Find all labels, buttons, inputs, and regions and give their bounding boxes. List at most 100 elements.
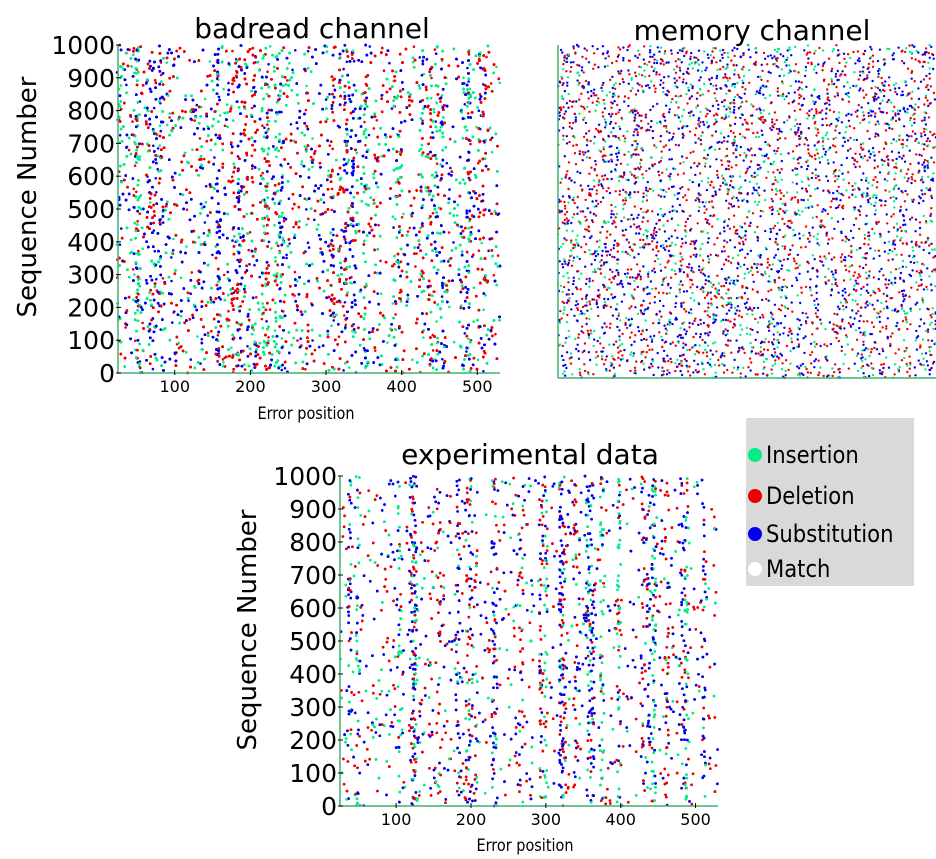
data-point [282, 310, 285, 313]
data-point [173, 310, 176, 313]
data-point [217, 95, 221, 99]
data-point [213, 156, 216, 159]
data-point [168, 116, 171, 119]
data-point [152, 106, 156, 110]
data-point [275, 155, 278, 159]
data-point [293, 294, 296, 297]
data-point [179, 276, 183, 280]
data-point [465, 350, 468, 353]
data-point [422, 72, 426, 76]
data-point [377, 223, 380, 227]
data-point [273, 329, 277, 332]
data-point [431, 349, 435, 352]
data-point [253, 263, 256, 267]
data-point [332, 319, 336, 322]
data-point [219, 298, 222, 301]
data-point [170, 279, 173, 283]
data-point [433, 48, 437, 51]
data-point [179, 192, 182, 196]
data-point [347, 366, 351, 369]
data-point [352, 169, 355, 173]
data-point [449, 166, 452, 170]
data-point [364, 366, 367, 370]
data-point [440, 295, 444, 298]
data-point [265, 320, 268, 323]
data-point [492, 273, 496, 277]
data-point [161, 277, 165, 280]
data-point [246, 345, 249, 348]
data-point [161, 221, 165, 224]
data-point [476, 358, 480, 362]
data-point [467, 337, 470, 341]
data-point [200, 105, 203, 109]
data-point [133, 140, 136, 144]
data-point [231, 239, 234, 242]
data-point [344, 323, 348, 327]
data-point [133, 339, 137, 343]
data-point [222, 273, 226, 277]
data-point [286, 162, 290, 166]
data-point [411, 60, 415, 64]
data-point [447, 231, 451, 234]
data-point [313, 218, 316, 222]
data-point [137, 249, 140, 253]
data-point [236, 155, 240, 158]
data-point [324, 98, 328, 101]
data-point [414, 265, 417, 268]
data-point [245, 212, 248, 216]
data-point [196, 335, 199, 338]
data-point [441, 286, 445, 290]
data-point [311, 137, 314, 140]
data-point [470, 225, 474, 229]
data-point [430, 76, 433, 80]
data-point [216, 136, 220, 140]
data-point [118, 243, 122, 246]
data-point [216, 334, 220, 337]
data-point [422, 336, 425, 339]
data-point [288, 242, 292, 245]
data-point [330, 324, 333, 328]
data-point [151, 367, 155, 371]
data-point [227, 81, 230, 85]
data-point [477, 109, 481, 112]
data-point [292, 225, 295, 229]
data-point [250, 106, 254, 110]
data-point [495, 65, 498, 69]
data-point [300, 160, 304, 163]
data-point [236, 258, 239, 262]
data-point [268, 45, 272, 48]
data-point [135, 190, 138, 194]
data-point [227, 309, 230, 313]
data-point [289, 123, 293, 126]
data-point [263, 126, 266, 130]
data-point [306, 49, 310, 53]
data-point [467, 80, 470, 83]
data-point [209, 148, 213, 152]
data-point [402, 212, 405, 216]
data-point [238, 265, 242, 268]
data-point [141, 321, 144, 325]
data-point [390, 107, 394, 110]
data-point [185, 245, 188, 248]
data-point [376, 292, 380, 295]
data-point [158, 144, 161, 147]
data-point [258, 275, 262, 279]
data-point [305, 223, 309, 226]
data-point [281, 238, 285, 242]
data-point [296, 127, 299, 130]
data-point [124, 326, 127, 329]
data-point [490, 136, 494, 140]
data-point [199, 362, 202, 365]
data-point [155, 191, 158, 194]
data-point [441, 357, 444, 361]
data-point [448, 188, 451, 191]
data-point [132, 53, 135, 56]
data-point [124, 51, 128, 55]
data-point [472, 253, 475, 256]
data-point [340, 228, 343, 232]
data-point [259, 174, 263, 177]
data-point [445, 161, 449, 165]
data-point [215, 77, 219, 80]
data-point [231, 49, 234, 53]
